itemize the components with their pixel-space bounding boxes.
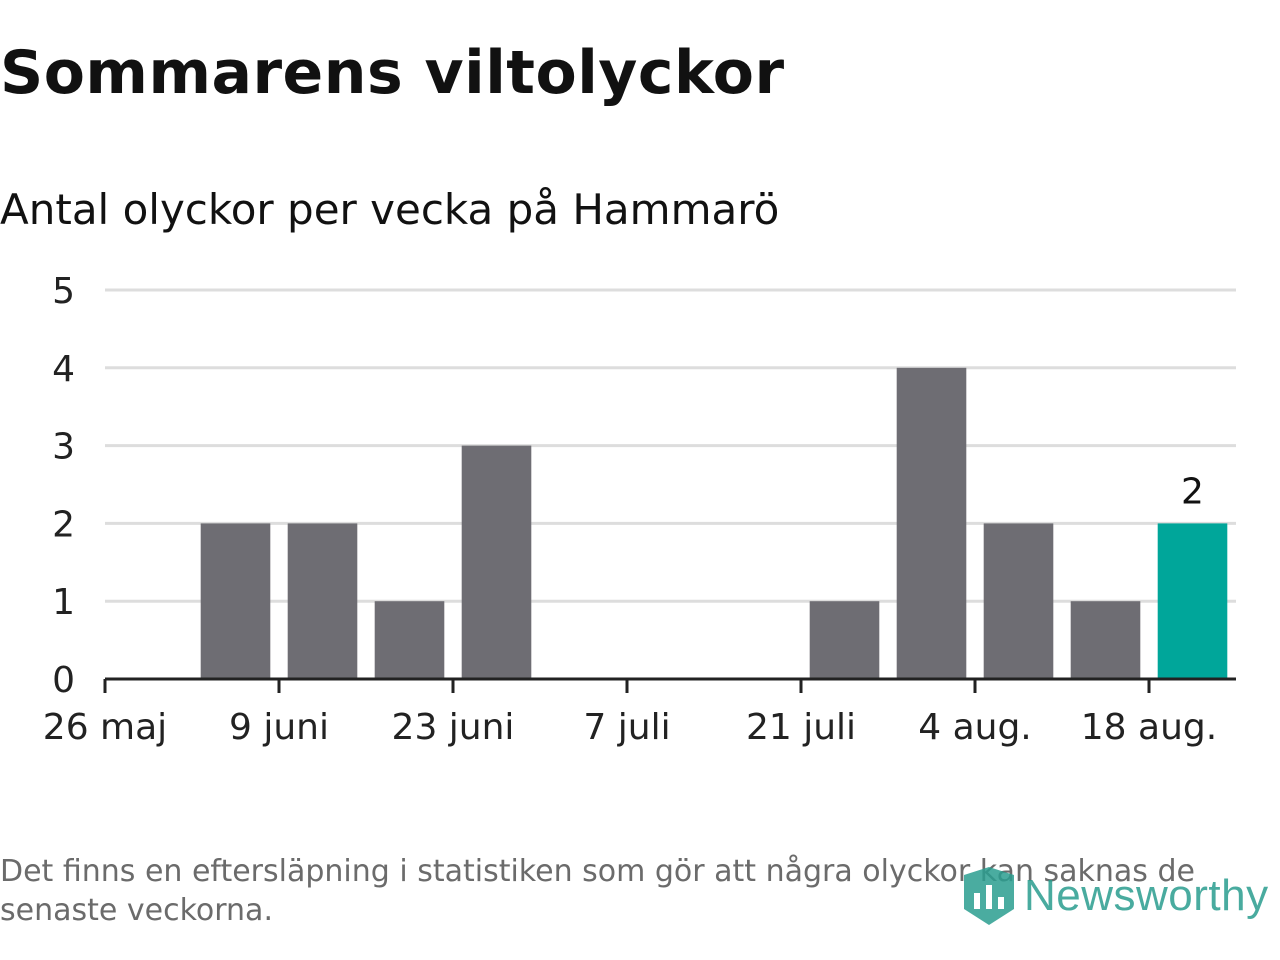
bar xyxy=(1157,523,1228,679)
y-tick-label: 5 xyxy=(52,271,75,312)
x-tick-label: 9 juni xyxy=(229,707,329,748)
y-tick-label: 3 xyxy=(52,427,75,468)
bar xyxy=(896,367,967,679)
y-tick-label: 2 xyxy=(52,504,75,545)
bar xyxy=(200,523,271,679)
x-tick-label: 18 aug. xyxy=(1081,707,1217,748)
x-tick-label: 21 juli xyxy=(746,707,856,748)
x-axis-ticks: 26 maj 9 juni 23 juni 7 juli 21 juli 4 aug. 18… xyxy=(43,679,1217,748)
chart-subtitle: Antal olyckor per vecka på Hammarö xyxy=(0,185,780,234)
bar xyxy=(287,523,358,679)
y-tick-label: 1 xyxy=(52,582,75,623)
brand-name: Newsworthy xyxy=(1024,871,1269,920)
y-axis-ticks: 0 1 2 3 4 5 xyxy=(52,271,75,701)
brand-logo: Newsworthy xyxy=(962,864,1269,928)
newsworthy-logo-icon xyxy=(964,867,1014,925)
bar xyxy=(1070,601,1141,679)
bar xyxy=(461,445,532,679)
data-labels: 2 xyxy=(1181,471,1204,512)
bar xyxy=(374,601,445,679)
y-tick-label: 4 xyxy=(52,349,75,390)
bars xyxy=(200,367,1228,679)
footnote: Det finns en eftersläpning i statistiken… xyxy=(0,854,1195,928)
data-label: 2 xyxy=(1181,471,1204,512)
x-tick-label: 23 juni xyxy=(392,707,515,748)
y-tick-label: 0 xyxy=(52,660,75,701)
bar xyxy=(983,523,1054,679)
bar xyxy=(809,601,880,679)
x-tick-label: 7 juli xyxy=(583,707,670,748)
x-tick-label: 26 maj xyxy=(43,707,167,748)
chart-title: Sommarens viltolyckor xyxy=(0,38,785,108)
gridlines xyxy=(105,288,1236,603)
x-tick-label: 4 aug. xyxy=(918,707,1032,748)
bar-chart: 0 1 2 3 4 5 26 maj 9 juni 23 juni 7 juli 21 juli 4… xyxy=(43,271,1236,748)
